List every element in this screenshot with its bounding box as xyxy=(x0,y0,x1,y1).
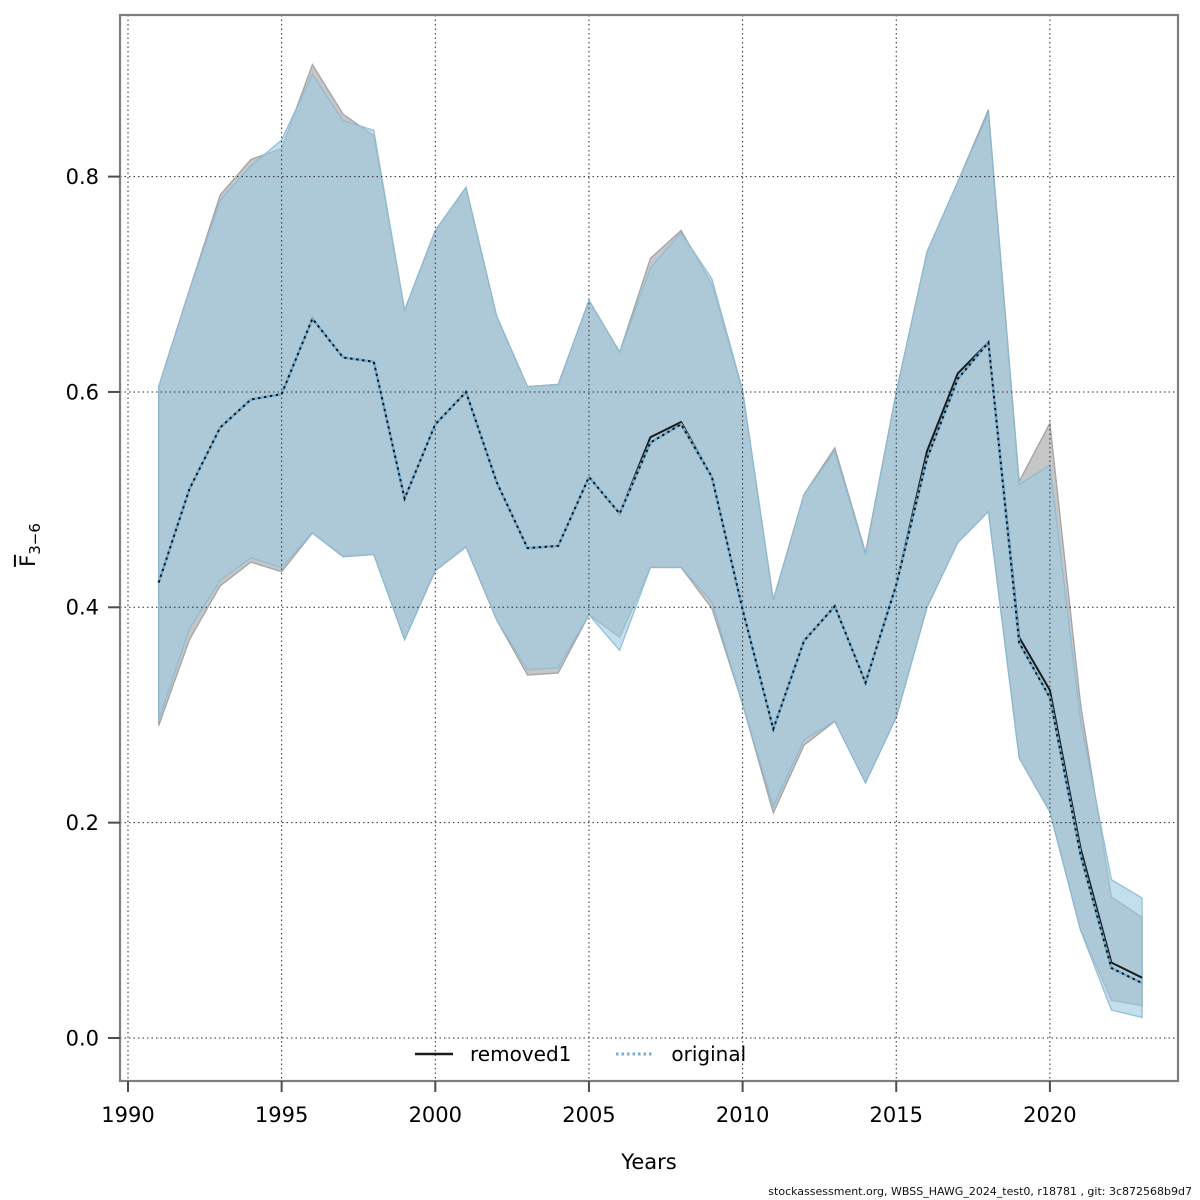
y-axis-label-symbol: F xyxy=(15,554,40,567)
chart-legend: removed1 original xyxy=(414,1042,746,1066)
legend-label-original: original xyxy=(671,1042,747,1066)
legend-line-original-icon xyxy=(616,1052,655,1056)
y-tick-label-0.6: 0.6 xyxy=(66,380,99,404)
legend-line-removed1-icon xyxy=(415,1052,453,1056)
x-tick-label-2005: 2005 xyxy=(562,1103,615,1127)
series-line-original xyxy=(157,316,1143,984)
x-tick-label-1995: 1995 xyxy=(255,1103,308,1127)
y-tick-label-0.2: 0.2 xyxy=(66,811,99,835)
band-original xyxy=(158,72,1143,1019)
x-tick-label-2015: 2015 xyxy=(870,1103,923,1127)
y-tick-label-0.8: 0.8 xyxy=(66,165,99,189)
x-tick-label-2020: 2020 xyxy=(1023,1103,1076,1127)
plot-frame xyxy=(118,13,1180,1083)
legend-item-removed1: removed1 xyxy=(414,1042,571,1066)
legend-label-removed1: removed1 xyxy=(470,1042,572,1066)
x-tick-label-1990: 1990 xyxy=(101,1103,154,1127)
y-tick-label-0.4: 0.4 xyxy=(66,596,99,620)
y-axis-label: F3−6 xyxy=(16,523,44,567)
x-axis-label: Years xyxy=(621,1150,677,1174)
y-tick-label-0.0: 0.0 xyxy=(66,1026,99,1050)
y-axis-label-subscript: 3−6 xyxy=(26,523,45,555)
footer-credit: stockassessment.org, WBSS_HAWG_2024_test… xyxy=(768,1185,1192,1198)
legend-item-original: original xyxy=(615,1042,746,1066)
x-tick-label-2010: 2010 xyxy=(716,1103,769,1127)
x-tick-label-2000: 2000 xyxy=(409,1103,462,1127)
